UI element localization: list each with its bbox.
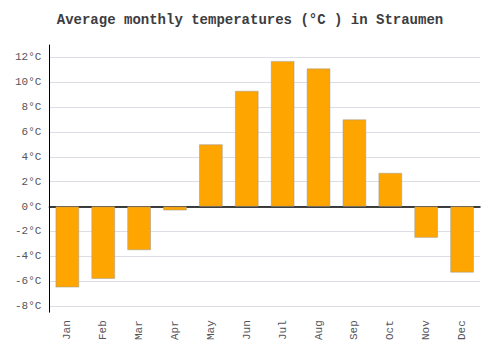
svg-text:Apr: Apr — [169, 320, 181, 340]
svg-text:4°C: 4°C — [22, 151, 42, 163]
svg-text:2°C: 2°C — [22, 176, 42, 188]
svg-text:Mar: Mar — [133, 320, 145, 340]
svg-text:-4°C: -4°C — [15, 250, 42, 262]
svg-text:-8°C: -8°C — [15, 300, 42, 312]
svg-text:12°C: 12°C — [15, 51, 42, 63]
svg-text:Feb: Feb — [97, 320, 109, 340]
svg-text:Oct: Oct — [384, 320, 396, 340]
svg-text:Jul: Jul — [277, 320, 289, 340]
svg-text:6°C: 6°C — [22, 126, 42, 138]
svg-text:-2°C: -2°C — [15, 225, 42, 237]
svg-text:Jan: Jan — [61, 320, 73, 340]
svg-text:0°C: 0°C — [22, 201, 42, 213]
svg-text:-6°C: -6°C — [15, 275, 42, 287]
svg-text:8°C: 8°C — [22, 101, 42, 113]
svg-text:Nov: Nov — [420, 320, 432, 340]
svg-text:Jun: Jun — [241, 320, 253, 340]
svg-text:Aug: Aug — [313, 320, 325, 340]
svg-text:Dec: Dec — [456, 320, 468, 340]
svg-text:May: May — [205, 320, 217, 340]
svg-text:10°C: 10°C — [15, 76, 42, 88]
svg-text:Sep: Sep — [348, 320, 360, 340]
svg-text:Average monthly temperatures (: Average monthly temperatures (°C ) in St… — [57, 12, 443, 28]
